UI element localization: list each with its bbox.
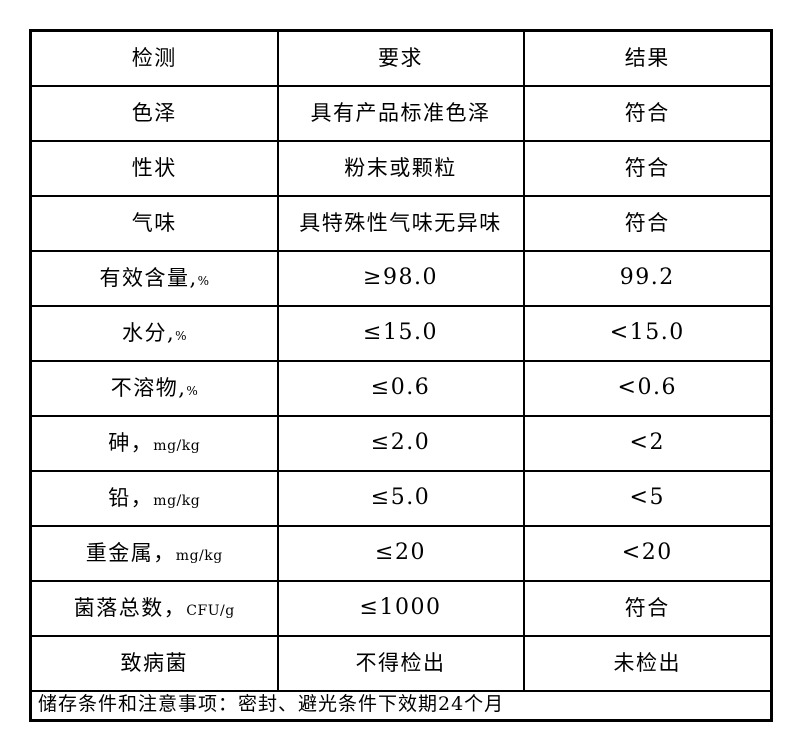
result-value: 99.2 (619, 265, 675, 291)
result-value: <15.0 (609, 320, 685, 346)
result-value: 符合 (624, 155, 670, 180)
result-value: <20 (621, 540, 673, 566)
table-row: 水分,% ≤15.0 <15.0 (29, 304, 773, 362)
item-label: 致病菌 (120, 650, 188, 675)
item-label: 菌落总数， (73, 595, 187, 620)
specification-table: 检测 要求 结果 色泽 具有产品标准色泽 符合 性状 粉末或颗粒 符合 气味 具特殊性气味无异味 符合… (29, 29, 773, 722)
column-header-label: 检测 (131, 46, 177, 71)
cell-result: <0.6 (522, 359, 773, 417)
result-value: <0.6 (617, 375, 677, 401)
cell-requirement: ≤5.0 (276, 469, 525, 527)
result-value: 未检出 (613, 650, 681, 675)
result-value: <2 (629, 430, 665, 456)
item-label: 有效含量, (99, 265, 198, 290)
cell-item: 砷，mg/kg (29, 414, 279, 472)
cell-item: 重金属，mg/kg (29, 524, 279, 582)
item-unit: mg/kg (153, 492, 201, 509)
requirement-value: 不得检出 (355, 650, 446, 675)
cell-result: <20 (522, 524, 773, 582)
item-label: 重金属， (85, 540, 176, 565)
requirement-value: ≤1000 (359, 595, 442, 621)
column-header-1: 检测 (29, 29, 279, 87)
table-row: 菌落总数，CFU/g ≤1000 符合 (29, 579, 773, 637)
result-value: 符合 (624, 100, 670, 125)
cell-requirement: 不得检出 (276, 634, 525, 692)
cell-result: <2 (522, 414, 773, 472)
table-row: 气味 具特殊性气味无异味 符合 (29, 194, 773, 252)
column-header-label: 要求 (378, 46, 423, 71)
requirement-value: 具特殊性气味无异味 (299, 210, 502, 235)
column-header-3: 结果 (522, 29, 773, 87)
requirement-value: ≤20 (375, 540, 426, 566)
item-label: 铅， (108, 485, 154, 510)
item-label: 水分, (121, 320, 176, 345)
cell-result: 符合 (522, 84, 773, 142)
table-row: 重金属，mg/kg ≤20 <20 (29, 524, 773, 582)
cell-requirement: 具有产品标准色泽 (276, 84, 525, 142)
cell-requirement: ≤15.0 (276, 304, 525, 362)
storage-note-text: 储存条件和注意事项：密封、避光条件下效期24个月 (38, 693, 505, 716)
column-header-2: 要求 (276, 29, 525, 87)
cell-result: <5 (522, 469, 773, 527)
cell-item: 铅，mg/kg (29, 469, 279, 527)
cell-requirement: ≤0.6 (276, 359, 525, 417)
cell-item: 有效含量,% (29, 249, 279, 307)
requirement-value: ≤15.0 (363, 320, 438, 346)
item-label: 砷， (108, 430, 154, 455)
item-label: 性状 (131, 155, 177, 180)
item-unit: CFU/g (186, 602, 235, 619)
item-label: 色泽 (131, 100, 177, 125)
cell-requirement: 粉末或颗粒 (276, 139, 525, 197)
cell-requirement: ≥98.0 (276, 249, 525, 307)
requirement-value: ≤0.6 (370, 375, 431, 401)
requirement-value: ≤5.0 (370, 485, 431, 511)
table-row: 有效含量,% ≥98.0 99.2 (29, 249, 773, 307)
cell-item: 菌落总数，CFU/g (29, 579, 279, 637)
cell-result: 符合 (522, 579, 773, 637)
table-row: 砷，mg/kg ≤2.0 <2 (29, 414, 773, 472)
column-header-label: 结果 (624, 46, 670, 71)
item-label: 不溶物, (110, 375, 187, 400)
cell-item: 水分,% (29, 304, 279, 362)
cell-item: 性状 (29, 139, 279, 197)
table-row: 不溶物,% ≤0.6 <0.6 (29, 359, 773, 417)
cell-result: 符合 (522, 194, 773, 252)
result-value: 符合 (624, 595, 670, 620)
cell-item: 色泽 (29, 84, 279, 142)
cell-result: 99.2 (522, 249, 773, 307)
requirement-value: 具有产品标准色泽 (310, 100, 491, 125)
table-footer-row: 储存条件和注意事项：密封、避光条件下效期24个月 (29, 689, 773, 722)
cell-result: 符合 (522, 139, 773, 197)
storage-note-cell: 储存条件和注意事项：密封、避光条件下效期24个月 (29, 689, 773, 722)
result-value: <5 (629, 485, 665, 511)
table-row: 色泽 具有产品标准色泽 符合 (29, 84, 773, 142)
table-row: 性状 粉末或颗粒 符合 (29, 139, 773, 197)
requirement-value: ≤2.0 (370, 430, 431, 456)
result-value: 符合 (624, 210, 670, 235)
item-unit: % (186, 383, 198, 398)
cell-requirement: ≤20 (276, 524, 525, 582)
cell-requirement: ≤2.0 (276, 414, 525, 472)
item-unit: mg/kg (153, 437, 201, 454)
item-label: 气味 (131, 210, 177, 235)
item-unit: % (175, 328, 187, 343)
item-unit: mg/kg (175, 547, 223, 564)
cell-requirement: ≤1000 (276, 579, 525, 637)
table-row: 致病菌 不得检出 未检出 (29, 634, 773, 692)
cell-item: 致病菌 (29, 634, 279, 692)
cell-item: 不溶物,% (29, 359, 279, 417)
cell-result: <15.0 (522, 304, 773, 362)
table-header-row: 检测 要求 结果 (29, 29, 773, 87)
cell-item: 气味 (29, 194, 279, 252)
cell-result: 未检出 (522, 634, 773, 692)
item-unit: % (197, 273, 210, 288)
table-row: 铅，mg/kg ≤5.0 <5 (29, 469, 773, 527)
cell-requirement: 具特殊性气味无异味 (276, 194, 525, 252)
requirement-value: ≥98.0 (363, 265, 438, 291)
requirement-value: 粉末或颗粒 (344, 155, 457, 180)
